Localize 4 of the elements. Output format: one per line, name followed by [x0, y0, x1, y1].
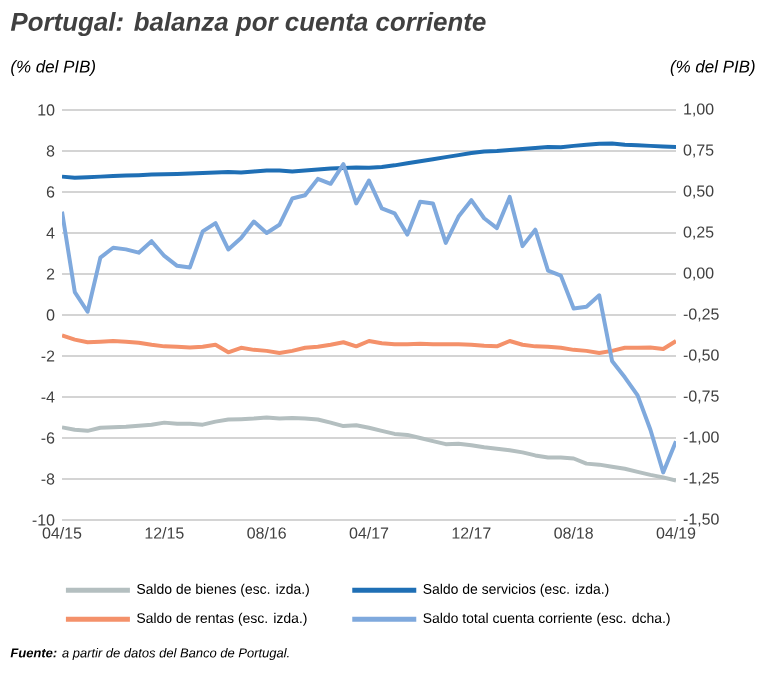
- line-series: [62, 162, 676, 475]
- chart-title: Portugal: balanza por cuenta corriente: [10, 11, 486, 37]
- y2-axis-title: (% del PIB): [670, 60, 755, 76]
- y-axis-title: (% del PIB): [11, 60, 96, 76]
